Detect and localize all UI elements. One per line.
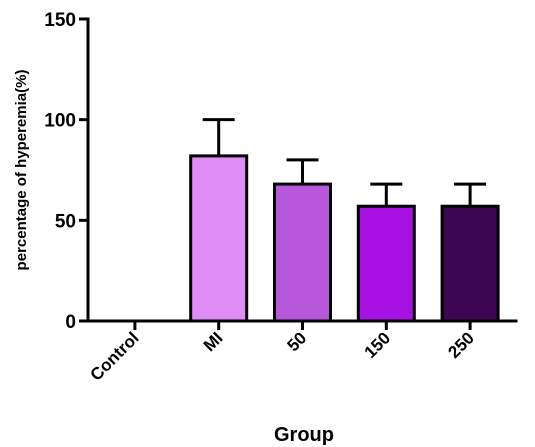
bar-150	[356, 204, 416, 323]
y-tick-label: 100	[44, 111, 76, 132]
bar-mi	[189, 154, 249, 323]
x-tick-label: 50	[284, 328, 311, 355]
y-tick-label: 0	[65, 312, 76, 333]
x-tick-label: MI	[200, 328, 227, 355]
x-tick-label: Control	[87, 328, 143, 384]
plot-area	[189, 118, 500, 323]
y-tick-label: 150	[44, 10, 76, 31]
x-axis: Control MI 50 150 250	[86, 319, 518, 385]
x-axis-title: Group	[274, 424, 334, 446]
bar-250	[440, 204, 500, 323]
y-tick-label: 50	[55, 211, 76, 232]
x-tick-label: 150	[361, 328, 394, 361]
bar-50	[273, 182, 332, 323]
x-tick-label: 250	[444, 328, 477, 361]
y-axis-title: percentage of hyperemia(%)	[13, 70, 30, 271]
y-axis: 0 50 100 150	[44, 10, 90, 333]
